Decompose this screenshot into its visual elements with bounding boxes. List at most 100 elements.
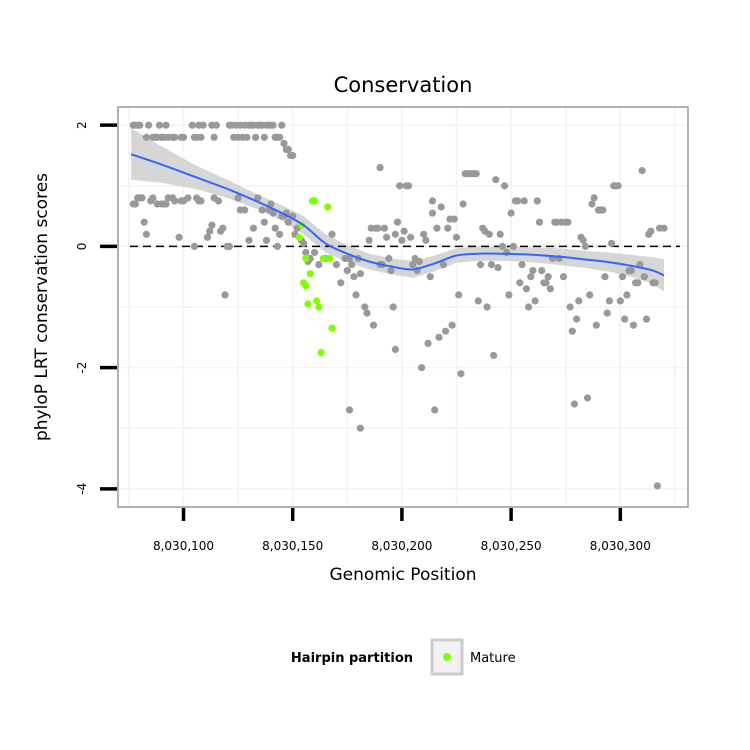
point-other bbox=[616, 297, 624, 305]
x-axis-title: Genomic Position bbox=[329, 565, 476, 585]
point-other bbox=[389, 303, 397, 311]
point-other bbox=[529, 267, 537, 275]
point-other bbox=[527, 273, 535, 281]
point-other bbox=[601, 273, 609, 281]
point-other bbox=[140, 218, 148, 226]
point-mature bbox=[295, 233, 303, 241]
point-other bbox=[391, 230, 399, 238]
point-mature bbox=[317, 348, 325, 357]
point-other bbox=[422, 236, 430, 244]
point-other bbox=[311, 248, 319, 257]
point-other bbox=[315, 261, 323, 269]
point-other bbox=[328, 230, 336, 238]
point-other bbox=[254, 194, 262, 202]
point-other bbox=[538, 267, 546, 275]
point-other bbox=[457, 370, 465, 378]
point-other bbox=[289, 151, 297, 160]
point-other bbox=[564, 218, 572, 226]
point-other bbox=[415, 257, 423, 266]
point-other bbox=[642, 315, 651, 323]
point-other bbox=[245, 236, 253, 244]
point-other bbox=[171, 197, 179, 205]
point-other bbox=[514, 197, 522, 205]
point-other bbox=[588, 200, 596, 208]
point-other bbox=[640, 273, 648, 281]
point-other bbox=[660, 224, 668, 232]
y-tick-label: 0 bbox=[75, 243, 89, 251]
point-other bbox=[575, 297, 583, 305]
point-other bbox=[516, 279, 524, 287]
point-other bbox=[197, 133, 205, 141]
point-other bbox=[273, 242, 281, 250]
point-other bbox=[393, 218, 402, 226]
point-other bbox=[509, 242, 517, 250]
point-other bbox=[225, 242, 233, 250]
point-other bbox=[171, 133, 179, 141]
point-other bbox=[241, 206, 249, 214]
point-mature bbox=[302, 282, 310, 290]
point-other bbox=[518, 261, 526, 269]
point-other bbox=[544, 273, 552, 281]
point-other bbox=[629, 321, 638, 329]
point-other bbox=[418, 364, 426, 372]
point-other bbox=[376, 164, 384, 172]
point-other bbox=[184, 194, 192, 202]
point-other bbox=[559, 273, 568, 281]
point-other bbox=[199, 121, 207, 129]
point-other bbox=[260, 218, 268, 226]
point-other bbox=[634, 279, 642, 287]
point-other bbox=[345, 254, 354, 263]
point-other bbox=[162, 121, 170, 129]
point-other bbox=[234, 194, 242, 202]
point-other bbox=[356, 270, 364, 278]
point-other bbox=[284, 218, 292, 226]
point-other bbox=[623, 291, 631, 299]
point-other bbox=[391, 345, 399, 353]
point-other bbox=[350, 273, 358, 281]
point-other bbox=[503, 248, 511, 257]
point-other bbox=[276, 133, 284, 141]
point-other bbox=[568, 327, 576, 335]
point-other bbox=[361, 303, 369, 311]
y-tick-label: -2 bbox=[75, 362, 89, 374]
legend: Hairpin partition Mature bbox=[291, 638, 516, 676]
point-other bbox=[492, 176, 500, 184]
point-mature bbox=[306, 270, 314, 278]
point-other bbox=[398, 236, 406, 244]
point-other bbox=[535, 218, 544, 226]
point-other bbox=[455, 291, 463, 299]
point-other bbox=[356, 424, 364, 432]
y-axis: -4 -2 0 2 bbox=[75, 121, 117, 495]
point-other bbox=[590, 194, 598, 202]
point-other bbox=[579, 236, 587, 244]
point-other bbox=[214, 197, 223, 205]
point-other bbox=[428, 209, 437, 217]
point-other bbox=[531, 297, 539, 305]
point-other bbox=[269, 121, 277, 129]
point-other bbox=[162, 200, 170, 208]
point-other bbox=[404, 182, 413, 190]
point-other bbox=[188, 121, 196, 129]
point-other bbox=[651, 279, 659, 287]
point-other bbox=[608, 239, 616, 247]
point-other bbox=[262, 236, 271, 244]
point-other bbox=[605, 297, 614, 305]
point-other bbox=[276, 230, 284, 238]
point-other bbox=[570, 400, 579, 408]
point-other bbox=[533, 197, 541, 205]
point-other bbox=[210, 133, 218, 141]
point-other bbox=[433, 224, 441, 232]
point-other bbox=[498, 242, 506, 250]
x-tick-label: 8,030,100 bbox=[153, 539, 214, 553]
point-other bbox=[400, 227, 408, 235]
point-other bbox=[439, 261, 447, 269]
panel-border bbox=[117, 106, 689, 508]
point-other bbox=[442, 327, 450, 335]
point-other bbox=[501, 182, 509, 190]
legend-key-mature-icon bbox=[443, 653, 451, 661]
point-other bbox=[507, 209, 515, 217]
point-other bbox=[621, 315, 629, 323]
point-other bbox=[300, 239, 308, 247]
point-other bbox=[208, 221, 216, 229]
